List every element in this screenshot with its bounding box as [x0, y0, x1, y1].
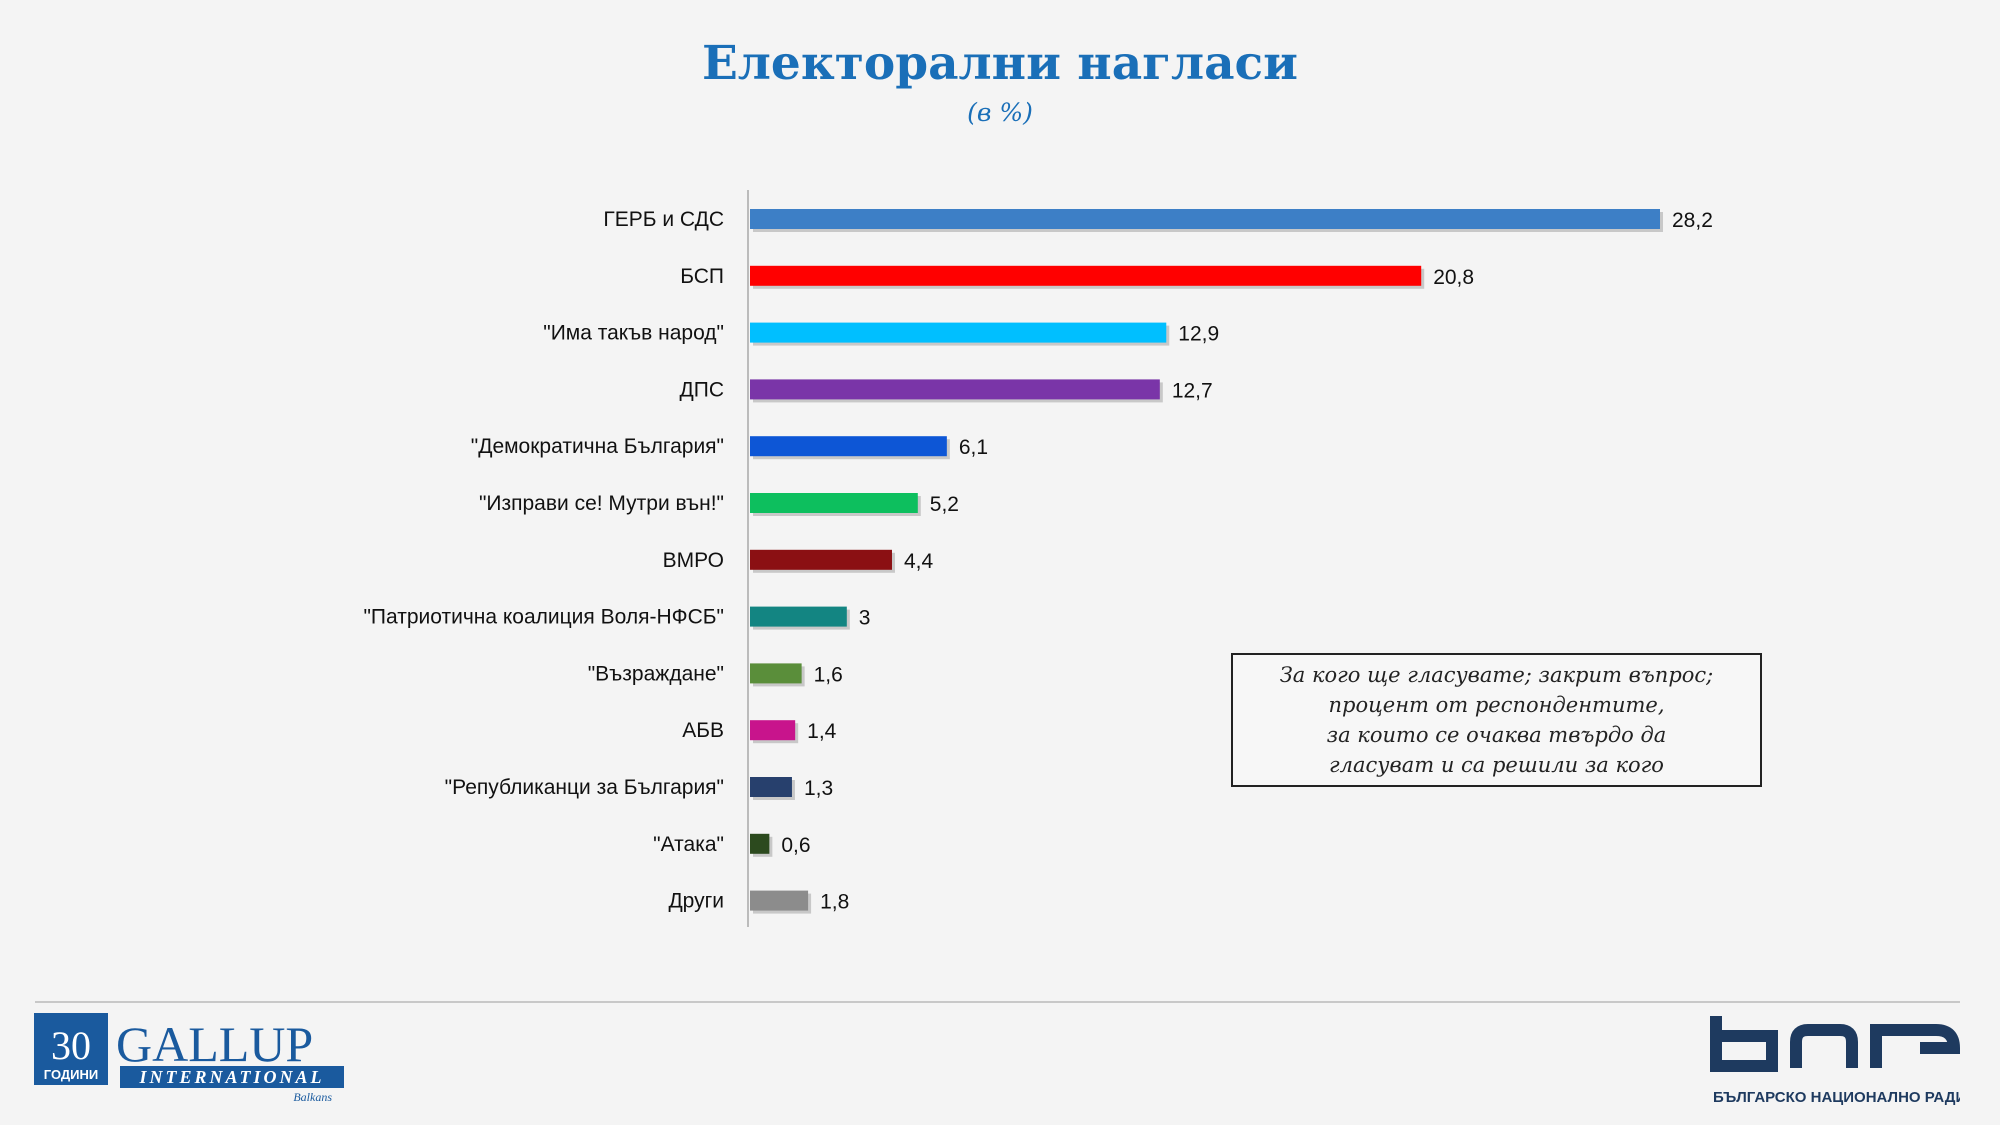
gallup-years-label: ГОДИНИ	[44, 1067, 98, 1082]
gallup-subname: INTERNATIONAL	[138, 1067, 324, 1087]
gallup-region: Balkans	[293, 1090, 332, 1103]
value-label: 1,6	[814, 663, 843, 686]
category-label: ВМРО	[663, 549, 724, 572]
category-label: ДПС	[680, 378, 724, 401]
chart-subtitle: (в %)	[967, 98, 1033, 127]
value-label: 1,3	[804, 777, 833, 800]
bar	[750, 493, 918, 513]
bar	[750, 606, 847, 627]
bar	[750, 833, 770, 854]
gallup-subname-box	[120, 1066, 344, 1088]
value-label: 5,2	[930, 493, 959, 516]
category-label: "Атака"	[653, 833, 724, 856]
value-label: 12,7	[1172, 379, 1213, 402]
chart-title: Електорални нагласи	[701, 36, 1299, 91]
bar	[750, 720, 796, 741]
value-label: 20,8	[1433, 266, 1474, 289]
value-label: 1,4	[807, 720, 837, 743]
note-line: процент от респондентите,	[1328, 693, 1665, 717]
category-label: "Патриотична коалиция Воля-НФСБ"	[363, 606, 724, 629]
gallup-name: GALLUP	[116, 1016, 313, 1072]
value-label: 0,6	[781, 834, 810, 857]
value-label: 1,8	[820, 891, 849, 914]
category-label: ГЕРБ и СДС	[603, 208, 724, 231]
category-label: АБВ	[682, 719, 724, 742]
bar	[750, 209, 1660, 229]
gallup-logo: 30 ГОДИНИ GALLUP INTERNATIONAL Balkans	[34, 1013, 344, 1103]
bar	[750, 663, 802, 684]
bar	[750, 890, 809, 911]
category-label: "Демократична България"	[471, 435, 724, 458]
bnr-logo: БЪЛГАРСКО НАЦИОНАЛНО РАДИО	[1710, 1016, 1960, 1106]
methodology-note: За кого ще гласувате; закрит въпрос; про…	[1231, 653, 1762, 787]
bar	[750, 379, 1160, 400]
category-label: "Възраждане"	[588, 662, 724, 685]
bar	[750, 322, 1167, 343]
category-label: "Изправи се! Мутри вън!"	[479, 492, 724, 515]
bar	[750, 777, 792, 797]
value-label: 4,4	[904, 550, 934, 573]
bnr-tagline: БЪЛГАРСКО НАЦИОНАЛНО РАДИО	[1713, 1089, 1960, 1106]
category-label: БСП	[680, 265, 724, 288]
value-label: 6,1	[959, 436, 988, 459]
gallup-years: 30	[51, 1023, 91, 1068]
value-label: 3	[859, 607, 871, 630]
value-label: 12,9	[1178, 323, 1219, 346]
category-label: Други	[668, 890, 724, 913]
footer-divider	[35, 1001, 1960, 1003]
bar	[750, 549, 892, 570]
gallup-years-box	[34, 1013, 108, 1085]
note-line: гласуват и са решили за кого	[1329, 753, 1664, 777]
category-label: "Има такъв народ"	[543, 322, 724, 345]
category-label: "Републиканци за България"	[445, 776, 724, 799]
bnr-mark-icon	[1710, 1016, 1960, 1072]
value-label: 28,2	[1672, 209, 1713, 232]
bar	[750, 265, 1422, 286]
bar	[750, 436, 947, 457]
note-line: За кого ще гласувате; закрит въпрос;	[1279, 663, 1714, 687]
note-line: за които се очаква твърдо да	[1326, 723, 1667, 747]
